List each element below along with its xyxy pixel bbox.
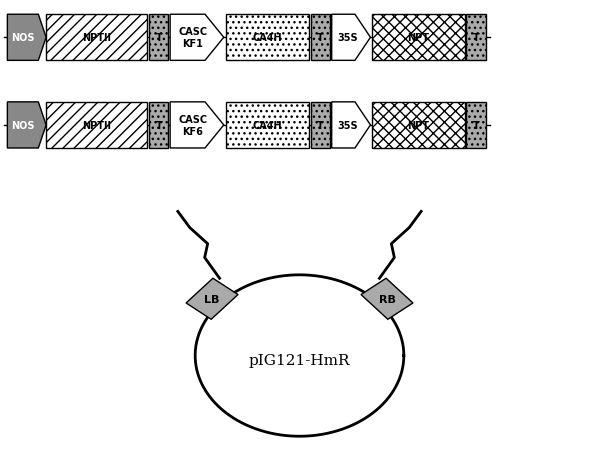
Polygon shape [7, 103, 46, 149]
Bar [149, 15, 168, 61]
Text: NPTII: NPTII [82, 121, 111, 131]
Text: 35S: 35S [337, 121, 358, 131]
Polygon shape [332, 103, 370, 149]
Text: NOS: NOS [11, 33, 35, 43]
FancyBboxPatch shape [372, 15, 465, 61]
Bar [467, 15, 486, 61]
FancyBboxPatch shape [226, 15, 309, 61]
FancyBboxPatch shape [46, 15, 147, 61]
Polygon shape [7, 15, 46, 61]
Text: T: T [317, 121, 323, 131]
Text: RB: RB [379, 294, 395, 304]
Polygon shape [186, 279, 238, 319]
Text: NPTII: NPTII [82, 33, 111, 43]
FancyBboxPatch shape [46, 103, 147, 149]
Text: T: T [317, 33, 323, 43]
Polygon shape [332, 15, 370, 61]
Text: LB: LB [204, 294, 220, 304]
Bar [311, 103, 330, 149]
Polygon shape [361, 279, 413, 319]
Text: NPT: NPT [407, 121, 429, 131]
Text: T: T [473, 33, 479, 43]
Text: T: T [155, 121, 162, 131]
Text: NPT: NPT [407, 33, 429, 43]
Polygon shape [170, 15, 224, 61]
FancyBboxPatch shape [226, 103, 309, 149]
Text: CASC
KF6: CASC KF6 [178, 115, 207, 137]
Text: 35S: 35S [337, 33, 358, 43]
Polygon shape [170, 103, 224, 149]
Bar [311, 15, 330, 61]
Text: CASC
KF1: CASC KF1 [178, 27, 207, 49]
Text: pIG121-HmR: pIG121-HmR [249, 353, 350, 367]
FancyBboxPatch shape [372, 103, 465, 149]
Bar [149, 103, 168, 149]
Text: T: T [155, 33, 162, 43]
Text: CA4H: CA4H [253, 33, 282, 43]
Bar [467, 103, 486, 149]
Text: NOS: NOS [11, 121, 35, 131]
Text: T: T [473, 121, 479, 131]
Text: CA4H: CA4H [253, 121, 282, 131]
